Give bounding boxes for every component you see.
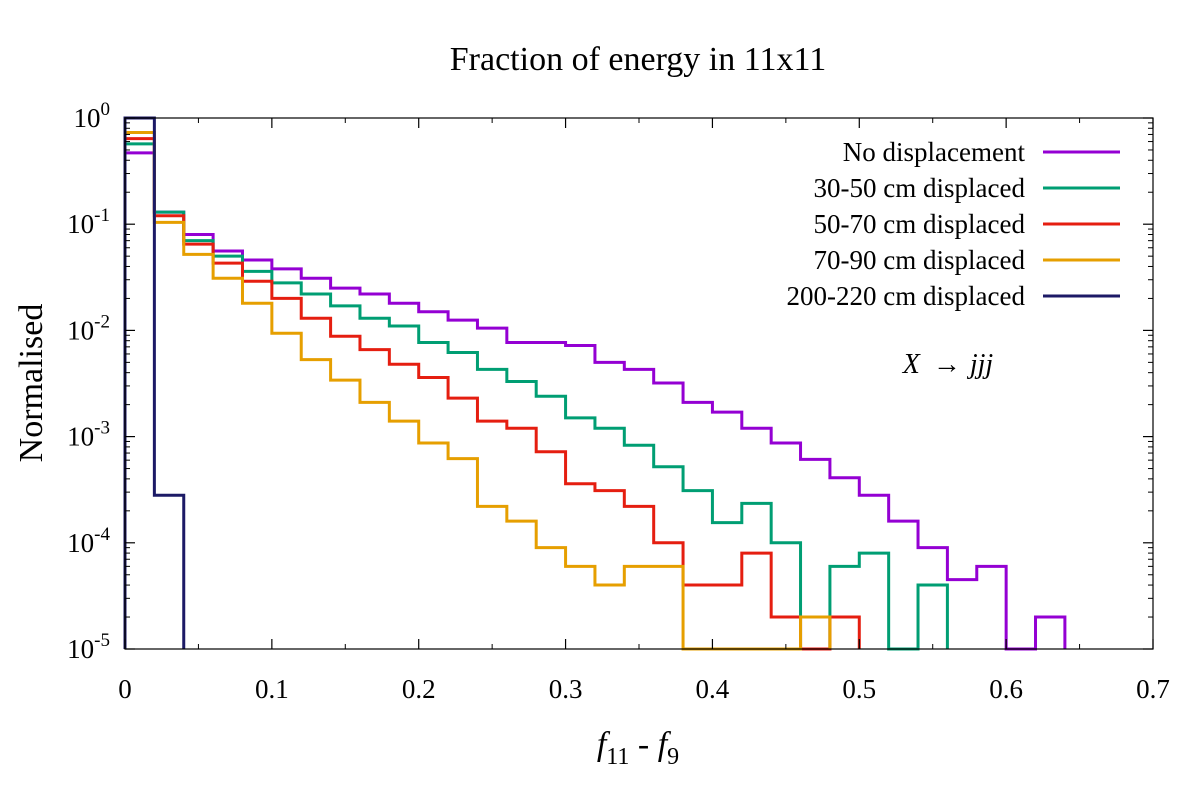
legend-label: 200-220 cm displaced [787,281,1026,311]
annotation-arrow: → [933,349,961,380]
x-tick-label: 0.2 [402,674,436,704]
x-tick-label: 0.4 [696,674,730,704]
x-label-sub11: 11 [606,744,629,770]
legend: No displacement 30-50 cm displaced 50-70 c… [787,137,1120,311]
y-tick-label: 10-3 [67,418,110,452]
x-label-sub9: 9 [667,744,679,770]
series-line-4 [123,116,186,649]
series-line-3 [123,131,832,651]
x-tick-label: 0.1 [255,674,289,704]
y-axis-label: Normalised [13,304,50,463]
series-line-0 [123,151,1067,651]
legend-label: 30-50 cm displaced [814,173,1026,203]
x-tick-label: 0.3 [549,674,583,704]
x-tick-label: 0 [118,674,132,704]
legend-label: 50-70 cm displaced [814,209,1026,239]
y-tick-label: 10-1 [67,205,110,239]
x-tick-label: 0.6 [989,674,1023,704]
x-label-minus: - [629,726,657,763]
x-tick-label: 0.7 [1136,674,1170,704]
annotation-jjj: jjj [967,349,994,380]
plot-frame [124,117,1154,650]
x-axis-label: f11 - f9 [597,726,679,770]
process-annotation: X → jjj [902,349,994,380]
legend-label: 70-90 cm displaced [814,245,1026,275]
y-tick-label: 10-4 [67,524,110,558]
chart-title: Fraction of energy in 11x11 [450,41,826,78]
series-line-2 [123,137,861,651]
axis-layer: 0 0.1 0.2 0.3 0.4 0.5 0.6 0.7 100 10-1 10-2 10-3 10-… [67,99,1170,704]
y-tick-label: 10-5 [67,630,110,664]
x-tick-label: 0.5 [842,674,876,704]
y-tick-label: 100 [74,99,111,133]
y-tick-label: 10-2 [67,311,110,345]
annotation-x: X [902,349,921,380]
legend-label: No displacement [843,137,1026,167]
